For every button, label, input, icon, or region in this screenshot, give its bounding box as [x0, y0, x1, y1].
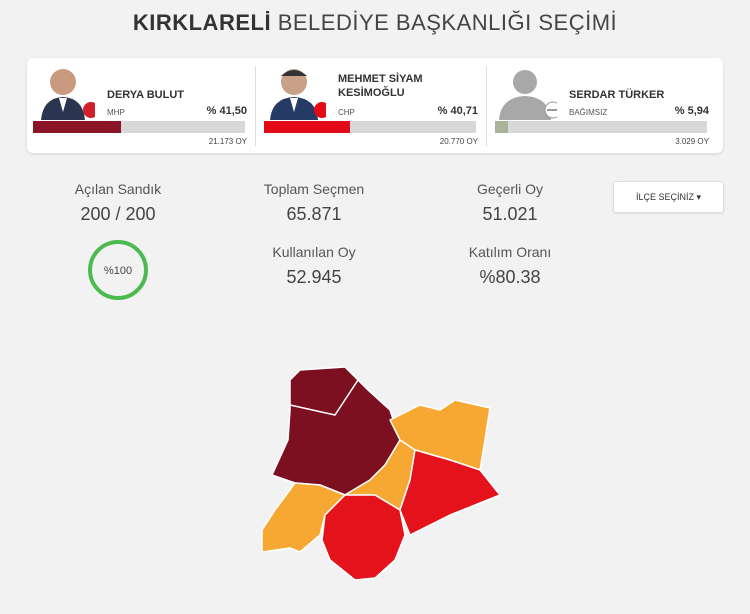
bar-track	[33, 121, 245, 133]
district	[399, 449, 501, 536]
title-bold: KIRKLARELİ	[132, 10, 272, 35]
votes: 20.770 OY	[439, 137, 478, 146]
bar-track	[264, 121, 476, 133]
progress-ring: %100	[88, 240, 148, 300]
party: MHP	[107, 108, 125, 117]
district	[344, 439, 416, 511]
district	[261, 482, 346, 553]
share-bar	[264, 121, 351, 133]
district	[389, 399, 491, 471]
title-rest: BELEDİYE BAŞKANLIĞI SEÇİMİ	[277, 10, 618, 35]
photo	[495, 64, 557, 120]
stat-value: 65.871	[286, 204, 342, 224]
title: KIRKLARELİ BELEDİYE BAŞKANLIĞI SEÇİMİ	[0, 10, 750, 36]
progress-label: %100	[104, 265, 132, 277]
candidate-name: SERDAR TÜRKER	[569, 89, 665, 101]
share-bar	[495, 121, 508, 133]
share: % 41,50	[206, 105, 247, 117]
stat-value: 51.021	[482, 204, 538, 224]
bar-track	[495, 121, 707, 133]
separator	[486, 66, 487, 146]
party: BAĞIMSIZ	[569, 108, 608, 117]
stat-label: Geçerli Oy	[476, 181, 544, 197]
candidate: DERYA BULUT MHP % 41,50 21.173 OY	[27, 58, 257, 153]
district	[271, 366, 401, 496]
stat-value: 200 / 200	[80, 204, 156, 224]
party: CHP	[338, 108, 355, 117]
dropdown-label: İLÇE SEÇİNİZ	[635, 192, 694, 202]
candidate-card: DERYA BULUT MHP % 41,50 21.173 OY MEHMET…	[27, 58, 723, 153]
photo	[264, 64, 326, 120]
candidate-name: MEHMET SİYAM KESİMOĞLU	[338, 73, 423, 99]
photo	[33, 64, 95, 120]
stat-label: Kullanılan Oy	[272, 244, 356, 260]
stat-label: Toplam Seçmen	[263, 181, 365, 197]
stat-label: Katılım Oranı	[468, 244, 552, 260]
candidate: MEHMET SİYAM KESİMOĞLU CHP % 40,71 20.77…	[258, 58, 488, 153]
share-bar	[33, 121, 121, 133]
separator	[255, 66, 256, 146]
candidate-name: DERYA BULUT	[107, 89, 185, 101]
share: % 40,71	[437, 105, 478, 117]
district	[321, 494, 406, 581]
district-dropdown[interactable]: İLÇE SEÇİNİZ ▾	[613, 181, 724, 213]
share: % 5,94	[674, 105, 709, 117]
votes: 3.029 OY	[675, 137, 709, 146]
votes: 21.173 OY	[208, 137, 247, 146]
stat-value: %80.38	[479, 267, 541, 287]
candidate: SERDAR TÜRKER BAĞIMSIZ % 5,94 3.029 OY	[489, 58, 719, 153]
district-border	[289, 379, 359, 416]
stat-label: Açılan Sandık	[74, 181, 162, 197]
stat-value: 52.945	[286, 267, 342, 287]
